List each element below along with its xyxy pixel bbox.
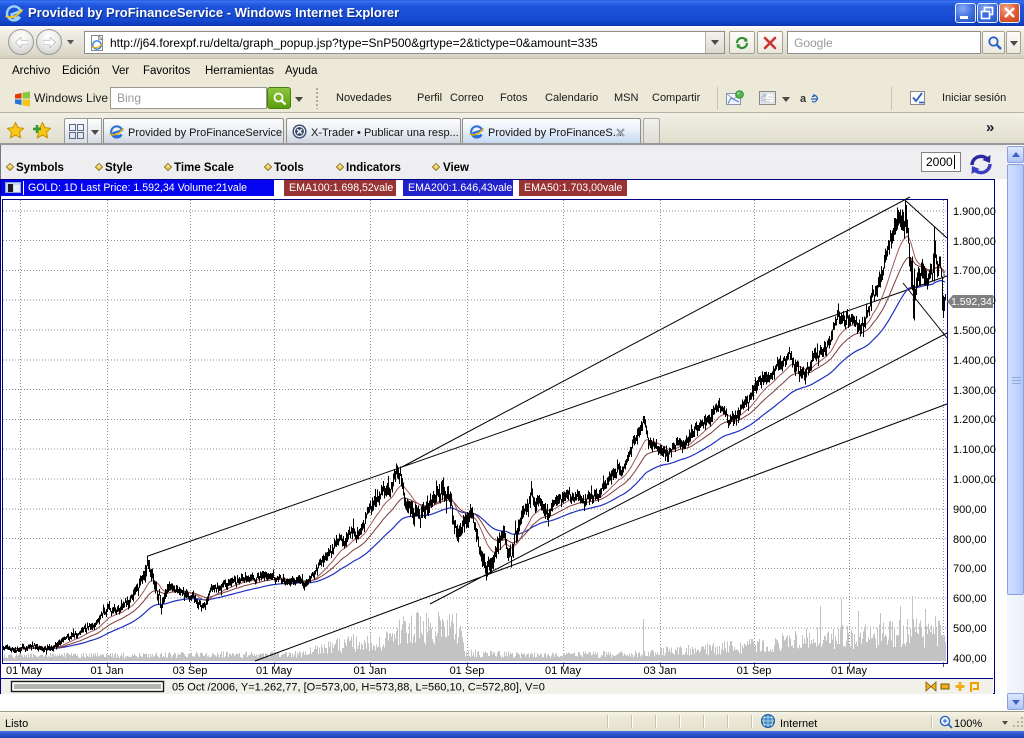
svg-text:a: a xyxy=(800,93,807,105)
svg-text:03 Sep: 03 Sep xyxy=(173,665,208,677)
svg-text:600,00: 600,00 xyxy=(953,593,987,605)
svg-text:1.900,00: 1.900,00 xyxy=(953,206,996,218)
svg-text:800,00: 800,00 xyxy=(953,534,987,546)
svg-text:1.592,34: 1.592,34 xyxy=(951,296,992,308)
svg-text:01 Jan: 01 Jan xyxy=(90,665,123,677)
svg-text:700,00: 700,00 xyxy=(953,563,987,575)
svg-text:1.300,00: 1.300,00 xyxy=(953,385,996,397)
svg-text:03 Jan: 03 Jan xyxy=(643,665,676,677)
svg-text:01 May: 01 May xyxy=(545,665,582,677)
svg-text:900,00: 900,00 xyxy=(953,504,987,516)
svg-text:05 Oct /2006, Y=1.262,77, [O=5: 05 Oct /2006, Y=1.262,77, [O=573,00, H=5… xyxy=(172,682,545,694)
svg-text:1.500,00: 1.500,00 xyxy=(953,325,996,337)
svg-text:1.400,00: 1.400,00 xyxy=(953,355,996,367)
svg-text:1.100,00: 1.100,00 xyxy=(953,444,996,456)
svg-text:01 May: 01 May xyxy=(256,665,293,677)
svg-text:400,00: 400,00 xyxy=(953,653,987,665)
svg-text:1.800,00: 1.800,00 xyxy=(953,236,996,248)
svg-text:01 Sep: 01 Sep xyxy=(450,665,485,677)
svg-text:01 May: 01 May xyxy=(6,665,43,677)
svg-text:01 May: 01 May xyxy=(831,665,868,677)
svg-text:01 Jan: 01 Jan xyxy=(353,665,386,677)
svg-text:500,00: 500,00 xyxy=(953,623,987,635)
svg-text:1.700,00: 1.700,00 xyxy=(953,265,996,277)
svg-text:1.200,00: 1.200,00 xyxy=(953,414,996,426)
svg-text:1.000,00: 1.000,00 xyxy=(953,474,996,486)
svg-text:01 Sep: 01 Sep xyxy=(737,665,772,677)
